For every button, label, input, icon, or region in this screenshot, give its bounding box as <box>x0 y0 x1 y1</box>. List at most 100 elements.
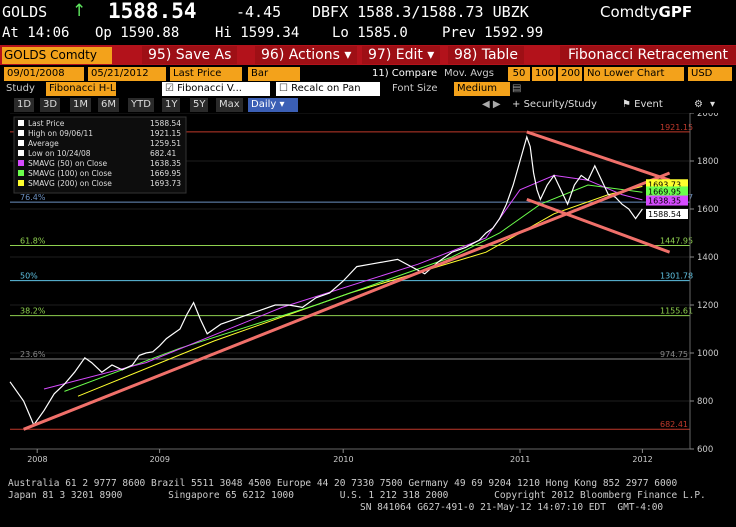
x-tick-label: 2010 <box>333 455 353 464</box>
x-axis: 2008 2009 2010 2011 2012 <box>10 448 690 464</box>
study-select[interactable]: Fibonacci H-L <box>46 82 116 96</box>
fibonacci-label: Fibonacci V... <box>177 83 242 94</box>
plus-icon: + <box>512 99 521 110</box>
legend-label: SMAVG (200) on Close <box>28 179 112 188</box>
legend-swatch <box>18 160 24 166</box>
legend-swatch <box>18 120 24 126</box>
legend-swatch <box>18 170 24 176</box>
y-axis: 600 800 1000 1200 1400 1600 1800 2000 <box>689 113 719 455</box>
fibonacci-check[interactable]: ☑ Fibonacci V... <box>162 82 270 96</box>
ma3-field[interactable]: 200 <box>558 67 582 81</box>
fib-value-label: 682.41 <box>660 420 688 429</box>
dbfx-quote: DBFX 1588.3/1588.73 UBZK <box>312 3 529 21</box>
last-price: 1588.54 <box>108 0 197 23</box>
price-tag <box>646 209 688 220</box>
chart-options-icon[interactable]: ⚙ <box>694 99 703 110</box>
legend-swatch <box>18 150 24 156</box>
price-tag <box>646 195 688 206</box>
price-tag <box>646 179 688 190</box>
end-date-field[interactable]: 05/21/2012 <box>88 67 166 81</box>
legend-swatch <box>18 180 24 186</box>
mov-avgs-label: Mov. Avgs <box>444 68 494 79</box>
legend-value: 1638.35 <box>150 159 181 168</box>
footer-line-3: SN 841064 G627-491-0 21-May-12 14:07:10 … <box>360 502 664 513</box>
price-field-select[interactable]: Last Price <box>170 67 242 81</box>
timeframe-3[interactable]: 6M <box>98 98 119 112</box>
low-price: Lo 1585.0 <box>332 25 408 41</box>
ma2-field[interactable]: 100 <box>532 67 556 81</box>
table-button[interactable]: 98) Table <box>448 46 524 64</box>
price-tag-label: 1638.35 <box>648 197 681 206</box>
price-tag-label: 1588.54 <box>648 210 681 219</box>
timeframe-5[interactable]: 1Y <box>162 98 181 112</box>
fib-value-label: 1301.78 <box>660 272 693 281</box>
legend-value: 682.41 <box>150 149 176 158</box>
quote-time: At 14:06 <box>2 25 70 41</box>
ticker-symbol: GOLDS <box>2 3 48 21</box>
recalc-label: Recalc on Pan <box>291 83 361 94</box>
fib-value-label: 1447.95 <box>660 236 693 245</box>
x-tick-label: 2011 <box>510 455 530 464</box>
price-tag <box>646 186 688 197</box>
chart-legend: Last Price 1588.54 High on 09/06/11 1921.15… <box>13 116 187 194</box>
up-arrow-icon: ↑ <box>72 1 87 21</box>
chart-type-select[interactable]: Bar <box>248 67 300 81</box>
study-name-button[interactable]: Fibonacci Retracement <box>560 46 736 64</box>
security-field[interactable]: GOLDS Comdty <box>2 47 112 64</box>
start-date-field[interactable]: 09/01/2008 <box>4 67 84 81</box>
lower-chart-select[interactable]: No Lower Chart <box>584 67 684 81</box>
price-change: -4.45 <box>236 3 282 21</box>
quote-header: GOLDS ↑ 1588.54 -4.45 DBFX 1588.3/1588.7… <box>0 0 736 23</box>
x-tick-label: 2009 <box>150 455 170 464</box>
legend-value: 1693.73 <box>150 179 181 188</box>
checkbox-icon: ☐ <box>279 83 288 94</box>
security-study-button[interactable]: + Security/Study <box>512 98 597 112</box>
legend-value: 1259.51 <box>150 139 181 148</box>
compare-button[interactable]: 11) Compare <box>372 68 438 79</box>
legend-swatch <box>18 130 24 136</box>
footer: Australia 61 2 9777 8600 Brazil 5511 304… <box>0 478 736 527</box>
trendline <box>23 171 671 431</box>
fib-pct-label: 61.8% <box>20 236 46 245</box>
ma1-field[interactable]: 50 <box>508 67 530 81</box>
fib-pct-label: 38.2% <box>20 307 46 316</box>
recalc-check[interactable]: ☐ Recalc on Pan <box>276 82 380 96</box>
y-tick-label: 800 <box>697 397 713 407</box>
brand-code: GPF <box>658 3 693 21</box>
chart-settings-icon[interactable]: ▾ <box>710 99 716 110</box>
fib-value-label: 1921.15 <box>660 123 693 132</box>
nav-arrows-icon[interactable]: ◀ ▶ <box>482 99 501 110</box>
timeframe-6[interactable]: 5Y <box>190 98 209 112</box>
settings-icon[interactable]: ▤ <box>512 83 522 94</box>
font-size-select[interactable]: Medium <box>454 82 510 96</box>
y-tick-label: 2000 <box>697 113 719 119</box>
save-as-button[interactable]: 95) Save As <box>142 46 238 64</box>
legend-label: Last Price <box>28 119 65 128</box>
quote-subheader: At 14:06 Op 1590.88 Hi 1599.34 Lo 1585.0… <box>0 22 736 42</box>
y-tick-label: 1200 <box>697 301 719 311</box>
footer-line-1: Australia 61 2 9777 8600 Brazil 5511 304… <box>8 478 678 489</box>
high-price: Hi 1599.34 <box>215 25 300 41</box>
timeframe-2[interactable]: 1M <box>70 98 91 112</box>
event-label: Event <box>634 99 663 110</box>
prev-price: Prev 1592.99 <box>442 25 544 41</box>
timeframe-0[interactable]: 1D <box>14 98 35 112</box>
legend-box <box>13 116 187 194</box>
event-button[interactable]: ⚑ Event <box>622 98 663 112</box>
timeframe-7[interactable]: Max <box>216 98 243 112</box>
price-chart[interactable]: 1921.151628.8776.4%1447.9561.8%1301.7850… <box>0 113 736 465</box>
currency-select[interactable]: USD <box>688 67 732 81</box>
footer-line-2: Japan 81 3 3201 8900 Singapore 65 6212 1… <box>8 490 706 501</box>
actions-menu-button[interactable]: 96) Actions ▾ <box>255 46 358 64</box>
timeframe-4[interactable]: YTD <box>128 98 154 112</box>
trendline <box>526 130 671 182</box>
timeframe-1[interactable]: 3D <box>40 98 61 112</box>
y-tick-label: 600 <box>697 445 713 455</box>
fib-pct-label: 50% <box>20 272 38 281</box>
flag-icon: ⚑ <box>622 99 631 110</box>
price-tag-label: 1669.95 <box>648 187 681 196</box>
edit-menu-button[interactable]: 97) Edit ▾ <box>362 46 441 64</box>
brand-label: ComdtyGPF <box>600 3 692 21</box>
timeframe-8[interactable]: Daily ▾ <box>248 98 298 112</box>
